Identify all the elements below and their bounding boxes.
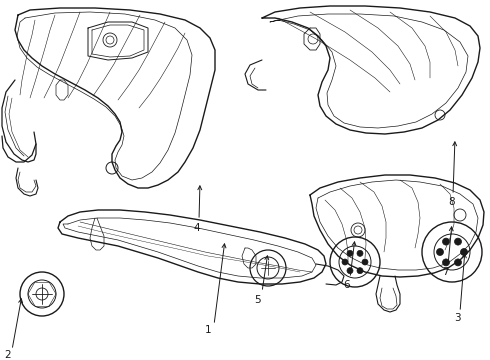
Circle shape	[442, 259, 449, 266]
Circle shape	[362, 259, 368, 265]
Text: 8: 8	[449, 197, 455, 207]
Circle shape	[437, 248, 443, 256]
Circle shape	[455, 259, 462, 266]
Text: 7: 7	[441, 267, 448, 277]
Text: 6: 6	[343, 280, 350, 290]
Text: 5: 5	[254, 295, 260, 305]
Circle shape	[347, 250, 353, 256]
Text: 3: 3	[454, 313, 460, 323]
Circle shape	[357, 250, 363, 256]
Circle shape	[342, 259, 348, 265]
Circle shape	[442, 238, 449, 245]
Circle shape	[357, 268, 363, 274]
Text: 1: 1	[205, 325, 211, 335]
Circle shape	[347, 268, 353, 274]
Circle shape	[455, 238, 462, 245]
Circle shape	[461, 248, 467, 256]
Text: 4: 4	[194, 223, 200, 233]
Text: 2: 2	[5, 350, 11, 360]
